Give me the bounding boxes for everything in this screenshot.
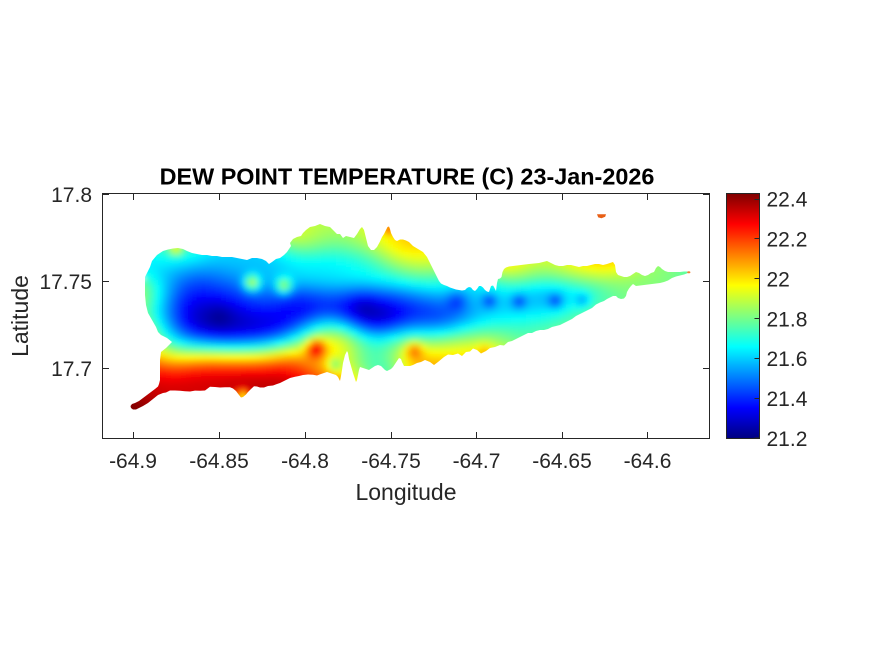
svg-text:21.4: 21.4	[767, 388, 808, 411]
svg-text:-64.8: -64.8	[281, 450, 329, 473]
svg-text:22.2: 22.2	[767, 228, 808, 251]
svg-text:17.7: 17.7	[51, 358, 92, 381]
svg-text:-64.65: -64.65	[532, 450, 592, 473]
svg-text:-64.85: -64.85	[189, 450, 249, 473]
svg-text:Latitude: Latitude	[7, 275, 33, 357]
svg-text:-64.7: -64.7	[453, 450, 501, 473]
svg-text:17.75: 17.75	[39, 271, 92, 294]
svg-text:21.2: 21.2	[767, 428, 808, 451]
svg-text:21.8: 21.8	[767, 308, 808, 331]
svg-text:21.6: 21.6	[767, 348, 808, 371]
svg-text:-64.9: -64.9	[109, 450, 157, 473]
svg-text:22.4: 22.4	[767, 189, 808, 212]
svg-text:-64.75: -64.75	[361, 450, 421, 473]
svg-text:22: 22	[767, 268, 790, 291]
svg-text:17.8: 17.8	[51, 184, 92, 207]
svg-text:-64.6: -64.6	[624, 450, 672, 473]
svg-text:Longitude: Longitude	[355, 479, 456, 505]
svg-text:DEW POINT TEMPERATURE (C) 23-J: DEW POINT TEMPERATURE (C) 23-Jan-2026	[160, 164, 655, 190]
